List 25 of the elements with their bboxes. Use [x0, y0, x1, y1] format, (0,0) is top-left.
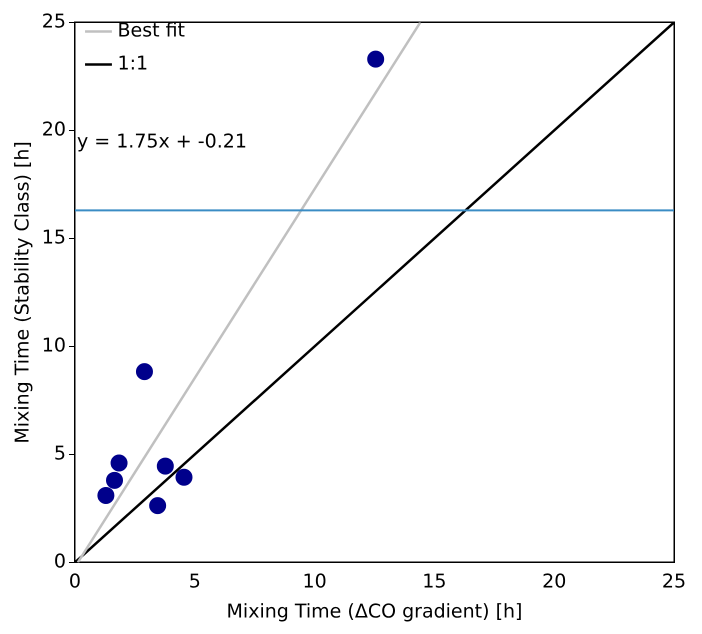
point	[97, 486, 114, 504]
point	[367, 50, 384, 68]
point	[106, 472, 124, 489]
x-tick-label: 25	[662, 570, 686, 593]
point	[156, 458, 174, 475]
x-tick-label: 0	[68, 570, 82, 593]
point	[149, 497, 166, 514]
y-tick-label: 15	[42, 226, 66, 248]
annotation: y = 1.75x + -0.21	[76, 130, 247, 152]
y-axis-title: Mixing Time (Stability Class) [h]	[11, 141, 34, 444]
y-tick-label: 10	[42, 334, 66, 356]
x-tick-label: 20	[542, 570, 566, 593]
point	[110, 454, 128, 472]
point	[136, 363, 153, 380]
point	[176, 468, 192, 486]
y-tick-label: 25	[42, 10, 66, 32]
x-tick-label: 15	[422, 570, 446, 593]
y-tick-label: 5	[54, 442, 66, 464]
y-tick-label: 0	[54, 550, 66, 572]
y-tick-label: 20	[42, 118, 66, 140]
x-axis-title: Mixing Time (ΔCO gradient) [h]	[226, 600, 522, 623]
legend-label: Best fit	[117, 19, 186, 42]
legend-label: 1:1	[117, 52, 148, 74]
x-tick-label: 10	[302, 570, 327, 593]
x-tick-label: 5	[188, 570, 201, 593]
